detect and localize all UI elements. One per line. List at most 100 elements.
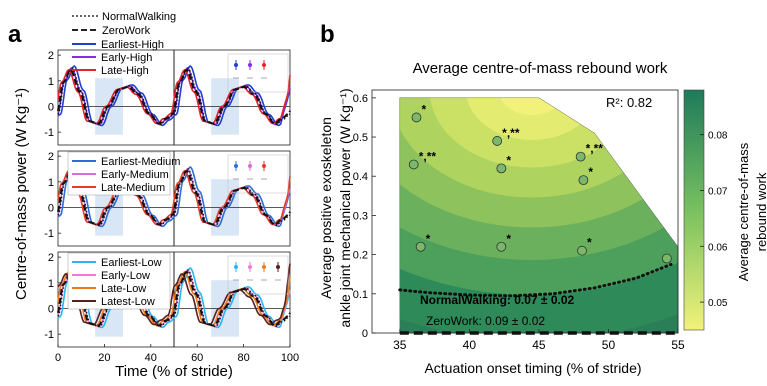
- legend-label: Earliest-Low: [101, 257, 162, 269]
- y-tick-label: 2: [48, 50, 54, 62]
- inset-point: [248, 164, 252, 168]
- contour-band: [429, 97, 635, 168]
- colorbar-tick-label: 0.05: [708, 298, 728, 309]
- colorbar-ticks: 0.08 0.07 0.06 0.05: [700, 131, 728, 309]
- y-tick-label: 0.5: [353, 132, 368, 144]
- significance-label: *: [588, 165, 593, 179]
- y-tick-label: -1: [44, 329, 54, 341]
- y-tick-label: 0: [48, 303, 54, 315]
- colorbar-tick-label: 0.06: [708, 242, 728, 253]
- significance-label: *,**: [419, 149, 437, 163]
- inset-box: [227, 154, 289, 194]
- subplot-3: -1 0 1 2 Earliest-LowEarly-LowLate-LowLatest…: [44, 251, 291, 348]
- y-tick-label: 0: [362, 328, 368, 340]
- x-tick-label: 0: [55, 352, 61, 364]
- data-point: [496, 241, 507, 252]
- normalwalking-curve: [398, 262, 673, 298]
- panel-a-label: a: [8, 21, 22, 48]
- data-point: [408, 159, 419, 170]
- legend-label: Earliest-High: [101, 39, 164, 51]
- y-tick-label: 1: [48, 278, 54, 290]
- normalwalking-annotation: NormalWalking: 0.07 ± 0.02: [420, 293, 575, 307]
- y-tick-label: 0: [48, 202, 54, 214]
- inset-point: [234, 164, 238, 168]
- curve-zerowork: [57, 169, 291, 226]
- inset-point: [262, 164, 266, 168]
- inset-markers: [227, 154, 289, 194]
- colorbar-tick-label: 0.08: [708, 131, 728, 142]
- panel-b-label: b: [320, 21, 335, 48]
- reference-legend: NormalWalking ZeroWork: [72, 11, 176, 37]
- colorbar-label-1: Average centre-of-mass: [736, 142, 751, 281]
- data-point: [578, 175, 589, 186]
- inset-box: [227, 255, 289, 295]
- panel-b-ylabel-2: ankle joint mechanical power (W Kg⁻¹): [337, 88, 353, 327]
- x-tick-label: 60: [191, 352, 203, 364]
- panel-b-frame: [371, 89, 679, 334]
- legend-label: Latest-Low: [101, 296, 155, 308]
- x-tick-label: 40: [463, 338, 477, 352]
- inset-markers: [227, 53, 289, 93]
- legend-label: Late-Low: [101, 283, 146, 295]
- legend-normalwalking: NormalWalking: [102, 11, 176, 23]
- panel-a-subplots: -1012Earliest-HighEarly-HighLate-High-10…: [44, 39, 299, 364]
- y-tick-label: -1: [44, 127, 54, 139]
- curve-zerowork: [57, 68, 291, 125]
- significance-label: *: [426, 232, 431, 246]
- x-tick-label: 55: [671, 338, 685, 352]
- inset-point: [234, 265, 238, 269]
- y-tick-label: 0: [48, 101, 54, 113]
- y-tick-label: 1: [48, 76, 54, 88]
- legend-label: Early-Medium: [101, 169, 169, 181]
- y-tick-label: 0.2: [353, 250, 368, 262]
- colorbar-tick-label: 0.07: [708, 186, 728, 197]
- data-point: [575, 151, 586, 162]
- panel-a-xlabel: Time (% of stride): [115, 363, 233, 380]
- curve-normalwalking: [57, 67, 291, 126]
- y-tick-label: 0.1: [353, 289, 368, 301]
- panel-b-xlabel: Actuation onset timing (% of stride): [424, 360, 641, 376]
- x-tick-label: 35: [393, 338, 407, 352]
- data-point: [492, 136, 503, 146]
- curve-zerowork: [57, 270, 291, 327]
- inset-markers: [227, 255, 289, 295]
- y-tick-label: 1: [48, 177, 54, 189]
- curve-normalwalking: [57, 269, 291, 328]
- y-tick-label: 0.6: [353, 93, 368, 105]
- legend-label: Late-High: [101, 65, 149, 77]
- significance-label: *: [506, 153, 511, 167]
- subplot-2: -1 0 1 2 Earliest-MediumEarly-MediumLate-Med…: [44, 150, 291, 247]
- legend-label: Early-High: [101, 52, 152, 64]
- data-point: [661, 253, 672, 264]
- x-tick-label: 100: [281, 352, 299, 364]
- colorbar-label-2: rebound work: [754, 172, 767, 251]
- y-tick-label: 2: [48, 252, 54, 264]
- panel-b-ylabel-1: Average positive exoskeleton: [318, 117, 334, 299]
- y-tick-label: 0.3: [353, 210, 368, 222]
- legend-label: Earliest-Medium: [101, 156, 180, 168]
- x-tick-label: 45: [532, 338, 546, 352]
- x-axis-ticks: 0 20 40 60 80 100: [55, 344, 299, 364]
- significance-label: *: [587, 236, 592, 250]
- y-tick-label: 0.4: [353, 171, 368, 183]
- legend-label: Early-Low: [101, 270, 150, 282]
- inset-box: [227, 53, 289, 93]
- zerowork-annotation: ZeroWork: 0.09 ± 0.02: [426, 314, 545, 328]
- legend-label: Late-Medium: [101, 182, 165, 194]
- data-point: [411, 112, 422, 123]
- significance-label: *,**: [502, 126, 520, 140]
- curve-normalwalking: [57, 168, 291, 227]
- panel-a-ylabel: Centre-of-mass power (W Kg⁻¹): [13, 88, 30, 300]
- data-point: [415, 241, 426, 252]
- x-tick-label: 80: [237, 352, 249, 364]
- colorbar: [683, 89, 705, 331]
- legend-zerowork: ZeroWork: [102, 25, 151, 37]
- inset-point: [234, 63, 238, 67]
- inset-point: [262, 63, 266, 67]
- r-squared: R²: 0.82: [606, 95, 652, 110]
